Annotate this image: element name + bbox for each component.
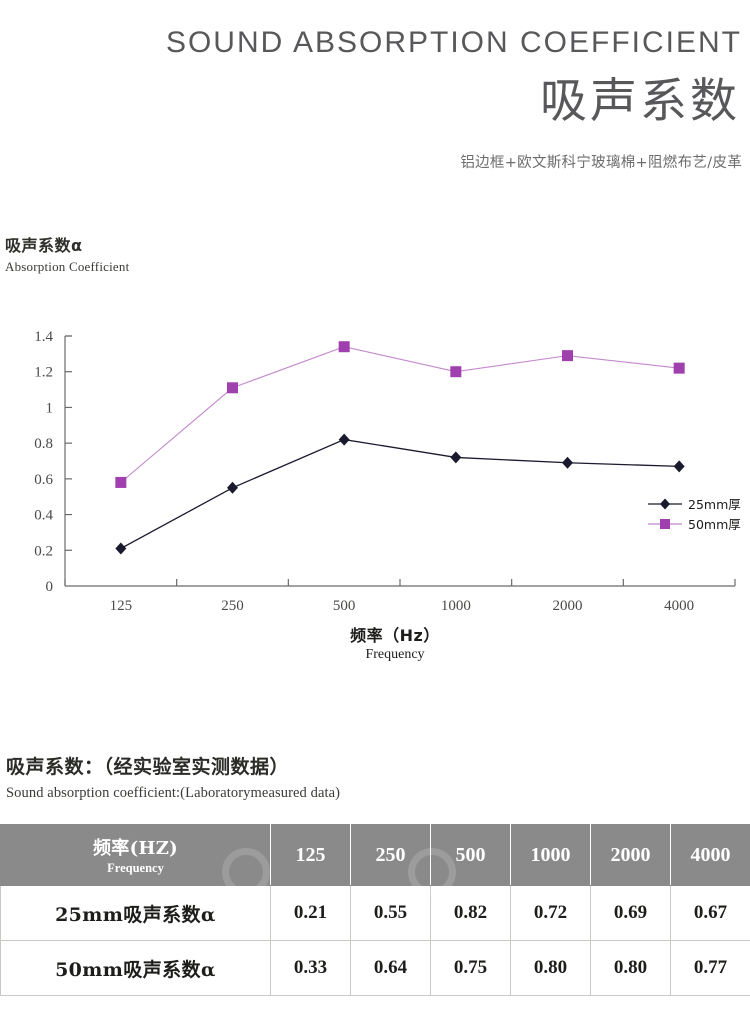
table-header-frequency: 频率(HZ) Frequency	[0, 824, 271, 886]
legend-label: 50mm厚	[688, 517, 741, 532]
y-axis-tick-label: 0.8	[34, 436, 53, 452]
chart-plot-area: 0 0.2 0.4 0.6 0.8 1 1.2 1.4 125 250 500 1000 2000 400…	[0, 310, 750, 650]
page-header: SOUND ABSORPTION COEFFICIENT 吸声系数 铝边框+欧文…	[0, 0, 750, 172]
y-axis-title: 吸声系数α Absorption Coefficient	[5, 232, 129, 275]
y-axis-title-en: Absorption Coefficient	[5, 259, 130, 274]
series-marker-diamond	[227, 481, 238, 494]
table-cell: 0.55	[350, 885, 431, 941]
table-cell: 0.82	[430, 885, 511, 941]
y-axis-tick-label: 1.2	[34, 365, 53, 381]
table-cell: 0.77	[670, 940, 750, 996]
table-header-col: 4000	[670, 824, 750, 886]
series-line	[120, 346, 680, 483]
x-axis-tick-label: 1000	[441, 598, 471, 614]
x-axis-tick-label: 500	[333, 598, 356, 614]
series-marker-square	[562, 350, 573, 362]
table-cell: 0.69	[590, 885, 671, 941]
table-header-frequency-en: Frequency	[107, 861, 164, 875]
table-row: 50mm吸声系数α 0.33 0.64 0.75 0.80 0.80 0.77	[0, 940, 750, 996]
series-marker-diamond	[450, 451, 462, 464]
page-subtitle-cn: 铝边框+欧文斯科宁玻璃棉+阻燃布艺/皮革	[460, 155, 742, 172]
absorption-coefficient-table: 频率(HZ) Frequency 125 250 500 1000 2000 4…	[0, 824, 750, 996]
series-marker-diamond	[115, 542, 127, 555]
table-header-col: 250	[350, 824, 431, 886]
table-header-frequency-cn: 频率(HZ)	[93, 838, 178, 859]
page-title-en: SOUND ABSORPTION COEFFICIENT	[165, 26, 742, 59]
series-marker-square	[338, 341, 350, 353]
table-cell: 0.21	[270, 885, 351, 941]
series-line	[120, 438, 680, 550]
table-header-col: 125	[270, 824, 351, 886]
line-chart-svg: 0 0.2 0.4 0.6 0.8 1 1.2 1.4 125 250 500 1000 2000 400…	[34, 329, 741, 614]
table-cell: 0.80	[510, 940, 591, 996]
series-marker-diamond	[562, 456, 573, 469]
table-row: 25mm吸声系数α 0.21 0.55 0.82 0.72 0.69 0.67	[0, 885, 750, 941]
table-header-col: 1000	[510, 824, 591, 886]
legend-marker-diamond	[660, 498, 670, 510]
y-axis-tick-label: 0	[46, 579, 54, 595]
table-section: 吸声系数：（经实验室实测数据） Sound absorption coeffic…	[0, 752, 750, 996]
x-axis-title-en: Frequency	[365, 647, 425, 662]
y-axis-tick-label: 0.4	[34, 508, 53, 524]
y-axis-title-cn: 吸声系数α	[5, 236, 83, 255]
series-marker-diamond	[673, 460, 685, 473]
row-label: 25mm吸声系数α	[0, 885, 271, 941]
chart-block: 吸声系数α Absorption Coefficient 0 0.2 0.4 0.6 0…	[0, 232, 750, 692]
series-marker-square	[115, 476, 127, 488]
table-header-col: 500	[430, 824, 511, 886]
x-axis-tick-label: 125	[110, 598, 133, 614]
page-title-cn: 吸声系数	[540, 74, 740, 129]
x-axis-title-cn: 频率（Hz）	[350, 626, 440, 645]
table-cell: 0.64	[350, 940, 431, 996]
y-axis-tick-label: 1	[46, 400, 54, 416]
y-axis-tick-label: 1.4	[34, 329, 53, 345]
table-cell: 0.80	[590, 940, 671, 996]
table-cell: 0.67	[670, 885, 750, 941]
series-marker-square	[673, 362, 685, 374]
series-marker-square	[227, 382, 238, 394]
table-header-row: 频率(HZ) Frequency 125 250 500 1000 2000 4…	[0, 824, 750, 886]
legend-marker-square	[660, 519, 670, 529]
table-cell: 0.75	[430, 940, 511, 996]
table-heading-en: Sound absorption coefficient:(Laboratory…	[6, 785, 341, 801]
x-axis-tick-label: 4000	[664, 598, 694, 614]
table-cell: 0.33	[270, 940, 351, 996]
y-axis-tick-label: 0.2	[34, 543, 53, 559]
x-axis-tick-label: 250	[221, 598, 244, 614]
table-heading-cn: 吸声系数：（经实验室实测数据）	[6, 756, 290, 778]
series-marker-diamond	[338, 433, 350, 446]
legend-label: 25mm厚	[688, 497, 741, 512]
x-axis-tick-label: 2000	[553, 598, 583, 614]
table-cell: 0.72	[510, 885, 591, 941]
row-label: 50mm吸声系数α	[0, 940, 271, 996]
table-header-col: 2000	[590, 824, 671, 886]
series-marker-square	[450, 366, 462, 378]
y-axis-tick-label: 0.6	[34, 472, 53, 488]
x-axis-title: 频率（Hz） Frequency	[0, 622, 750, 663]
